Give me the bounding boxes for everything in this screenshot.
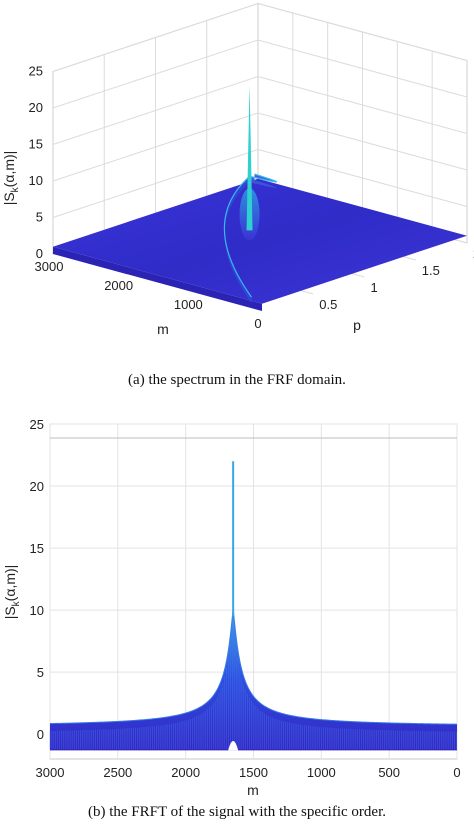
x-tick-label: 500 — [378, 765, 400, 780]
m-tick-label: 0 — [254, 316, 261, 331]
caption-b: (b) the FRFT of the signal with the spec… — [87, 804, 386, 820]
ridge-back-crest — [249, 173, 278, 183]
m-tick-label: 1000 — [174, 297, 203, 312]
x-tick-label: 3000 — [36, 765, 65, 780]
y-tick-label: 25 — [30, 417, 44, 432]
y-axis-label: |Sk(α,m)| — [2, 565, 22, 620]
surface-floor — [53, 178, 467, 304]
x-tick-label: 1500 — [239, 765, 268, 780]
series-envelope — [49, 437, 458, 751]
y-tick-label: 15 — [30, 541, 44, 556]
y-axis-label: p — [353, 317, 361, 333]
z-tick-label: 25 — [29, 64, 43, 79]
x-tick-label: 2000 — [171, 765, 200, 780]
p-tick-label: 1.5 — [422, 263, 440, 278]
x-axis-label: m — [157, 321, 169, 337]
surface-mesh — [53, 85, 467, 311]
m-tick-label: 2000 — [104, 278, 133, 293]
z-tick-label: 15 — [29, 137, 43, 152]
x-tick-label: 1000 — [307, 765, 336, 780]
base-notch — [228, 741, 239, 751]
x-axis-label: m — [247, 782, 259, 798]
x-tick-label: 2500 — [103, 765, 132, 780]
z-tick-label: 20 — [29, 100, 43, 115]
y-tick-label: 20 — [30, 479, 44, 494]
p-tick-label: 0.5 — [319, 297, 337, 312]
surface-front-edge — [53, 246, 262, 311]
y-tick-label: 10 — [30, 603, 44, 618]
z-tick-label: 10 — [29, 173, 43, 188]
axis-ticks-2d: 3000 2500 2000 1500 1000 500 0 0 5 10 15 20 25 — [30, 417, 461, 780]
x-tick-label: 0 — [453, 765, 460, 780]
z-tick-label: 5 — [36, 210, 43, 225]
y-tick-label: 0 — [37, 727, 44, 742]
caption-a: (a) the spectrum in the FRF domain. — [128, 372, 346, 388]
peak-spike — [246, 85, 253, 231]
line-chart-2d: 3000 2500 2000 1500 1000 500 0 0 5 10 15 20 25 |Sk(α… — [2, 417, 461, 798]
series-envelope-line — [49, 608, 458, 725]
p-tick-label: 1 — [371, 280, 378, 295]
ridge-front — [224, 176, 252, 304]
y-tick-label: 5 — [37, 665, 44, 680]
ridge-front-crest — [223, 175, 253, 298]
z-tick-label: 0 — [36, 246, 43, 261]
z-axis-label: |Sk(α,m)| — [1, 151, 21, 206]
m-tick-label: 3000 — [35, 259, 64, 274]
